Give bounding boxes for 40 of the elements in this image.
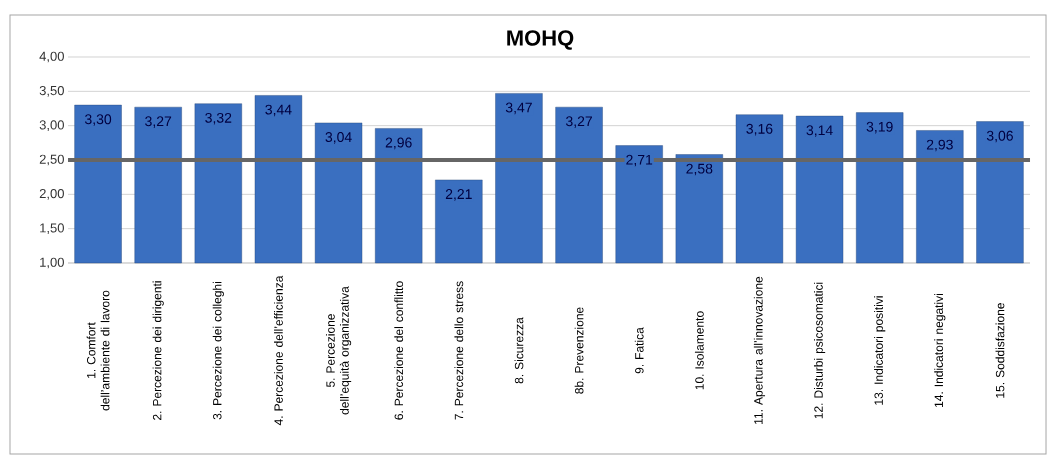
- y-tick-label: 3,50: [39, 85, 64, 97]
- data-label: 2,96: [385, 137, 412, 150]
- data-label: 2,58: [686, 163, 713, 176]
- x-tick-label: 5. Percezione dell’equità organizzativa: [325, 286, 352, 415]
- x-tick-label: 3. Percezione dei colleghi: [212, 282, 224, 420]
- data-label: 2,93: [926, 139, 953, 152]
- data-label: 2,21: [445, 189, 472, 201]
- x-tick-label: 4. Percezione dell’efficienza: [274, 275, 283, 426]
- x-tick-label: 2. Percezione dei dirigenti: [152, 281, 164, 420]
- x-tick-label: 15. Soddisfazione: [995, 303, 1005, 398]
- x-tick-label: 12. Disturbi psicosomatici: [813, 282, 826, 419]
- x-tick-label: 8b. Prevenzione: [574, 307, 584, 394]
- data-label: 3,19: [866, 121, 893, 134]
- x-tick-label: 6. Percezione del conflitto: [394, 281, 404, 420]
- data-label: 2,71: [626, 154, 653, 167]
- x-tick-label: 13. Indicatori positivi: [874, 296, 886, 405]
- x-tick-label: 1. Comfort dell’ambiente di lavoro: [86, 290, 110, 411]
- data-label: 3,14: [806, 125, 833, 137]
- data-label: 3,27: [145, 116, 172, 128]
- data-label: 3,27: [565, 116, 592, 128]
- y-tick-label: 1,00: [40, 257, 64, 269]
- data-label: 3,30: [84, 114, 112, 126]
- y-tick-label: 1,50: [40, 223, 64, 235]
- y-tick-label: 3,00: [39, 120, 64, 132]
- x-tick-label: 10. Isolamento: [694, 311, 704, 390]
- y-tick-label: 4,00: [39, 51, 64, 63]
- data-label: 3,44: [265, 104, 292, 117]
- x-tick-label: 14. Indicatori negativi: [934, 294, 946, 407]
- data-label: 3,04: [325, 132, 352, 144]
- chart-title: MOHQ: [507, 30, 574, 50]
- data-label: 3,47: [505, 102, 532, 115]
- data-label: 3,32: [205, 112, 232, 125]
- x-tick-label: 11. Apertura all’innovazione: [753, 276, 766, 424]
- x-tick-label: 9. Fatica: [634, 327, 644, 374]
- x-tick-label: 7. Percezione dello stress: [454, 281, 464, 420]
- data-label: 3,06: [986, 130, 1013, 143]
- data-label: 3,16: [746, 123, 773, 136]
- x-tick-label: 8. Sicurezza: [514, 317, 524, 384]
- y-tick-label: 2,00: [39, 188, 64, 200]
- y-tick-label: 2,50: [39, 154, 64, 166]
